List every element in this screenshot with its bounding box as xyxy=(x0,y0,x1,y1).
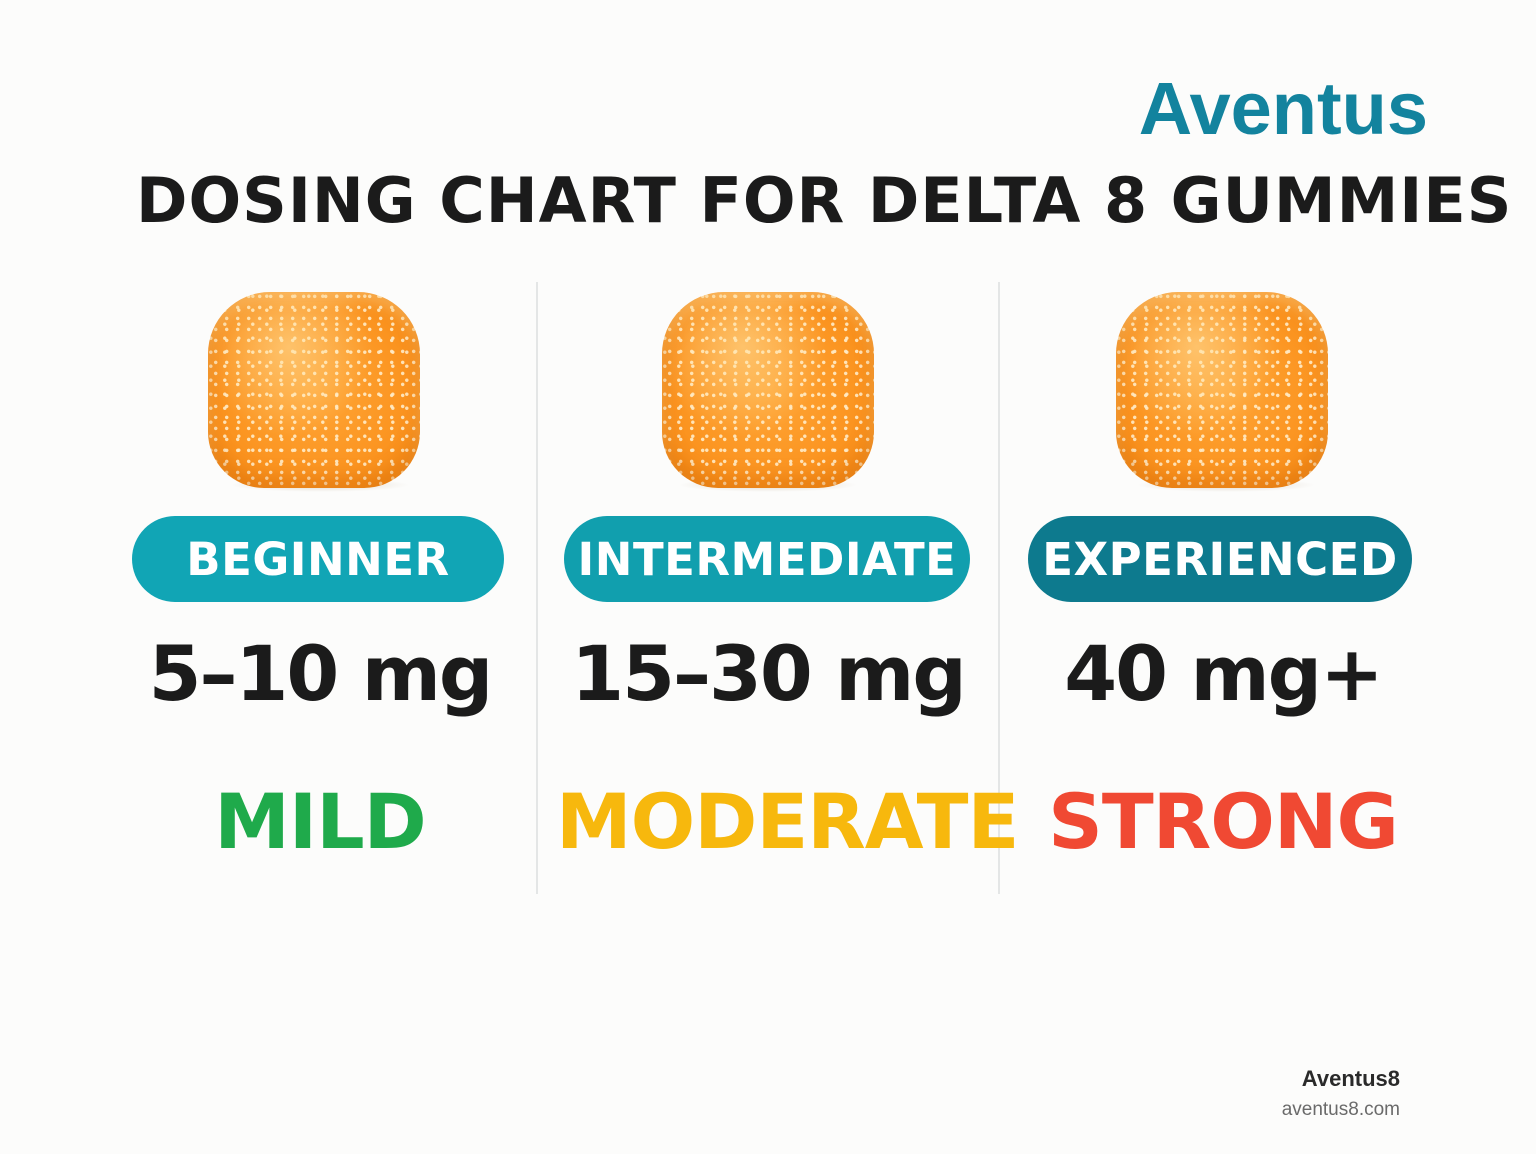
dose-amount: 40 mg+ xyxy=(1064,629,1384,718)
page-title: DOSING CHART FOR DELTA 8 GUMMIES xyxy=(136,164,1513,237)
dose-amount: 15–30 mg xyxy=(571,629,967,718)
strength-label: MODERATE xyxy=(556,777,1019,866)
orange-gummy-icon xyxy=(208,292,420,488)
brand-logo: Aventus xyxy=(1138,67,1428,150)
column-divider xyxy=(998,282,1000,894)
footer-brand: Aventus8 xyxy=(1301,1066,1400,1091)
tier-badge: BEGINNER xyxy=(132,516,504,602)
strength-label: STRONG xyxy=(1048,777,1399,866)
tier-beginner: BEGINNER 5–10 mg MILD xyxy=(120,280,520,900)
strength-label: MILD xyxy=(214,777,426,866)
orange-gummy-icon xyxy=(1116,292,1328,488)
tier-experienced: EXPERIENCED 40 mg+ STRONG xyxy=(1018,280,1428,900)
orange-gummy-icon xyxy=(662,292,874,488)
tier-badge: INTERMEDIATE xyxy=(564,516,970,602)
tier-badge: EXPERIENCED xyxy=(1028,516,1412,602)
dose-amount: 5–10 mg xyxy=(148,629,494,718)
tier-intermediate: INTERMEDIATE 15–30 mg MODERATE xyxy=(556,280,1019,900)
column-divider xyxy=(536,282,538,894)
footer-url: aventus8.com xyxy=(1281,1099,1400,1120)
